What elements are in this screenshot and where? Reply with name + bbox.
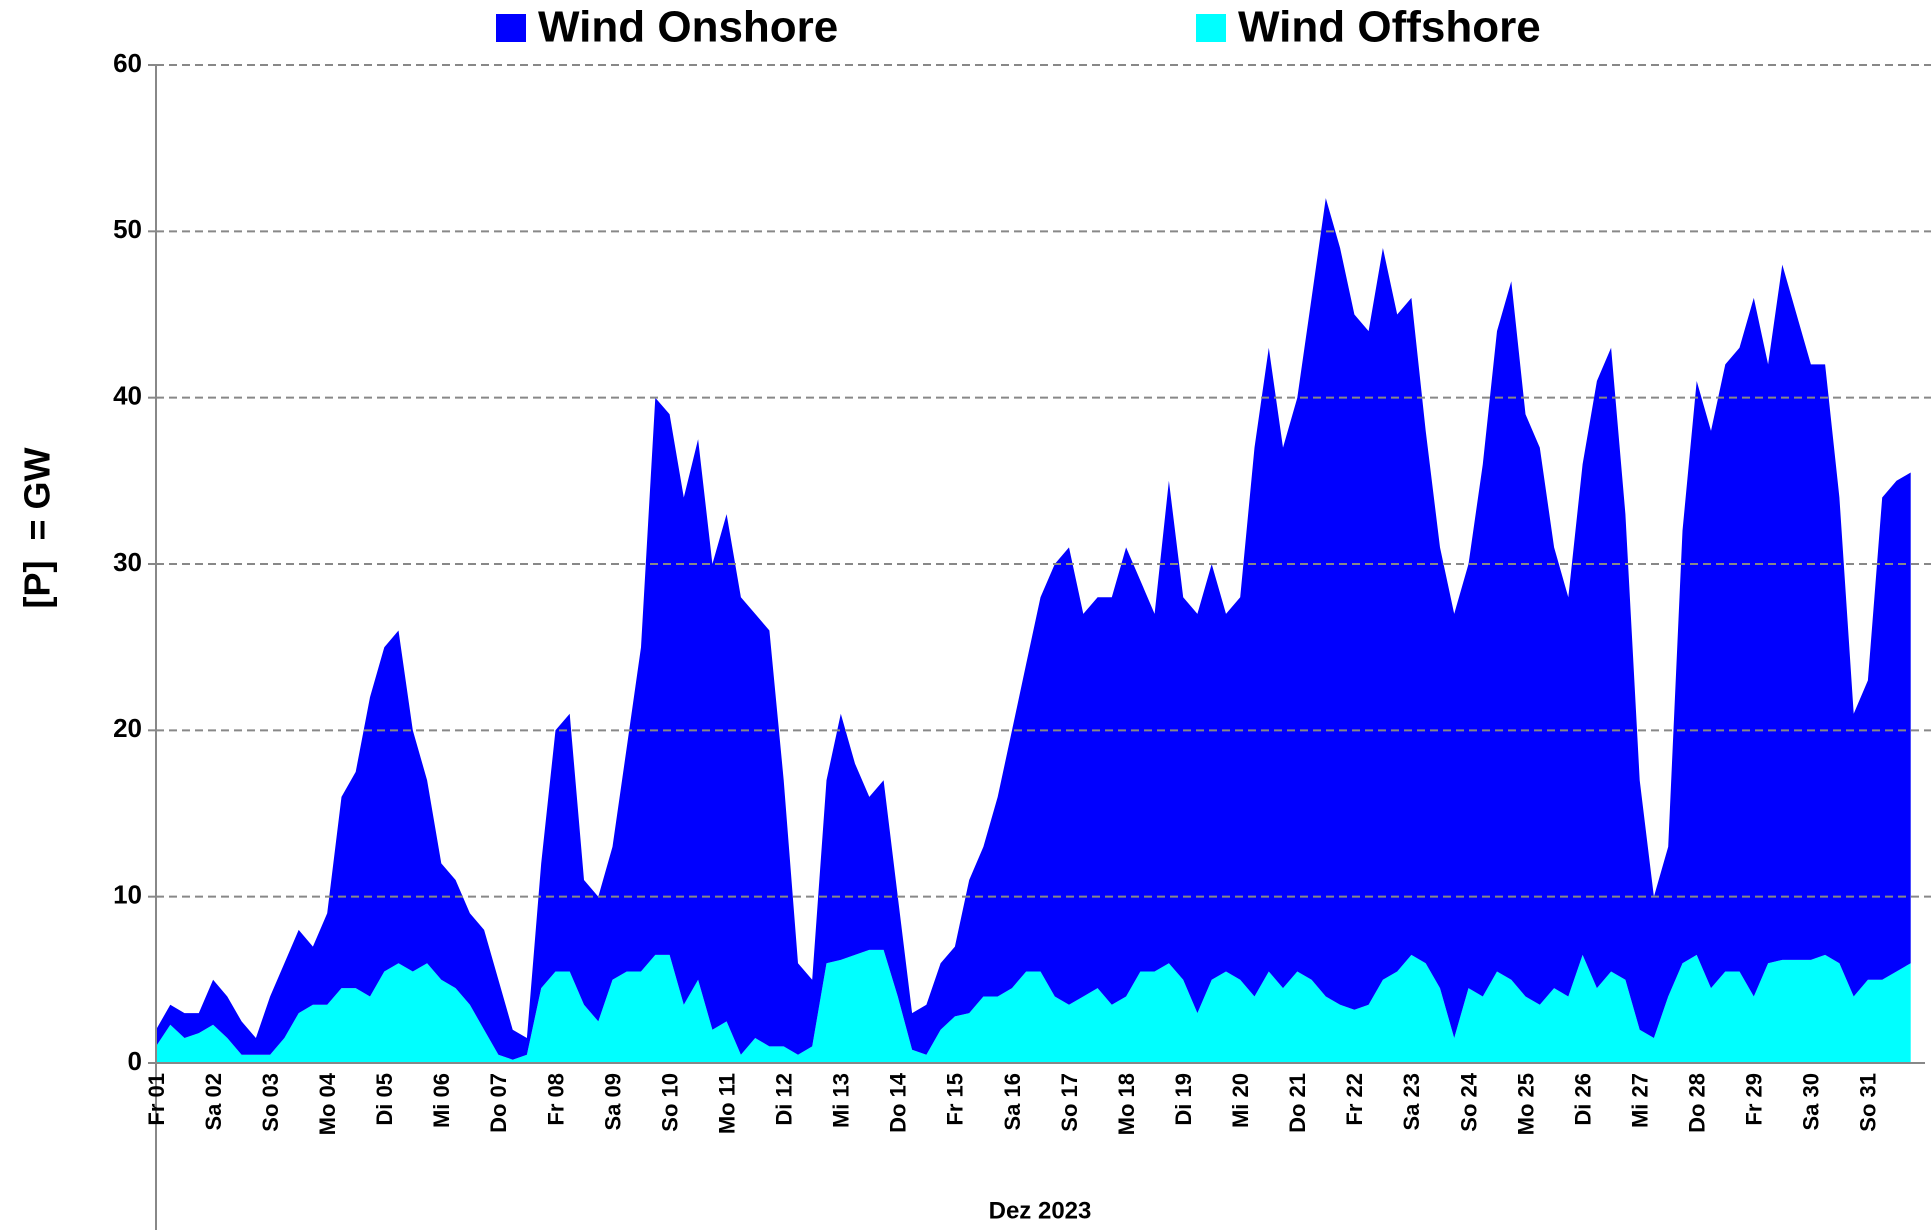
- x-tick-label: Mo 18: [1114, 1073, 1139, 1135]
- y-tick-label: 40: [113, 381, 142, 411]
- legend-swatch: [1196, 14, 1226, 42]
- x-tick-label: Mi 20: [1228, 1073, 1253, 1128]
- y-axis-label: [P] = GW: [17, 447, 58, 608]
- x-tick-label: Mi 06: [429, 1073, 454, 1128]
- x-tick-label: Sa 23: [1399, 1073, 1424, 1131]
- legend-label: Wind Offshore: [1238, 3, 1541, 52]
- x-tick-label: Fr 22: [1342, 1073, 1367, 1126]
- area: [156, 949, 1911, 1063]
- y-tick-label: 30: [113, 547, 142, 577]
- x-tick-label: So 24: [1456, 1072, 1481, 1131]
- x-tick-label: Do 14: [886, 1072, 911, 1133]
- x-tick-label: Di 26: [1570, 1073, 1595, 1126]
- y-tick-label: 50: [113, 214, 142, 244]
- x-tick-label: Do 28: [1685, 1073, 1710, 1133]
- area: [156, 198, 1911, 1060]
- x-tick-label: So 17: [1057, 1073, 1082, 1132]
- x-tick-label: Fr 15: [943, 1073, 968, 1126]
- x-tick-label: Fr 29: [1742, 1073, 1767, 1126]
- x-tick-label: Di 05: [372, 1073, 397, 1126]
- y-tick-label: 20: [113, 713, 142, 743]
- x-tick-label: Di 12: [772, 1073, 797, 1126]
- legend-label: Wind Onshore: [538, 3, 838, 52]
- x-tick-label: Sa 30: [1799, 1073, 1824, 1131]
- x-tick-label: Fr 01: [144, 1073, 169, 1126]
- y-tick-label: 60: [113, 48, 142, 78]
- x-tick-label: So 03: [258, 1073, 283, 1132]
- x-tick-label: So 10: [657, 1073, 682, 1132]
- legend-swatch: [496, 14, 526, 42]
- x-tick-label: Mi 13: [829, 1073, 854, 1128]
- x-tick-label: So 31: [1856, 1073, 1881, 1132]
- x-tick-label: Fr 08: [543, 1073, 568, 1126]
- x-tick-label: Sa 09: [600, 1073, 625, 1131]
- x-tick-label: Mo 04: [315, 1072, 340, 1135]
- x-axis-label: Dez 2023: [989, 1197, 1092, 1224]
- x-tick-label: Mi 27: [1627, 1073, 1652, 1128]
- y-tick-label: 10: [113, 880, 142, 910]
- x-tick-label: Do 21: [1285, 1073, 1310, 1133]
- x-tick-label: Di 19: [1171, 1073, 1196, 1126]
- x-tick-label: Do 07: [486, 1073, 511, 1133]
- x-tick-label: Mo 25: [1513, 1073, 1538, 1135]
- x-tick-label: Mo 11: [714, 1073, 739, 1134]
- y-tick-label: 0: [128, 1046, 142, 1076]
- x-tick-label: Sa 02: [201, 1073, 226, 1131]
- x-tick-label: Sa 16: [1000, 1073, 1025, 1131]
